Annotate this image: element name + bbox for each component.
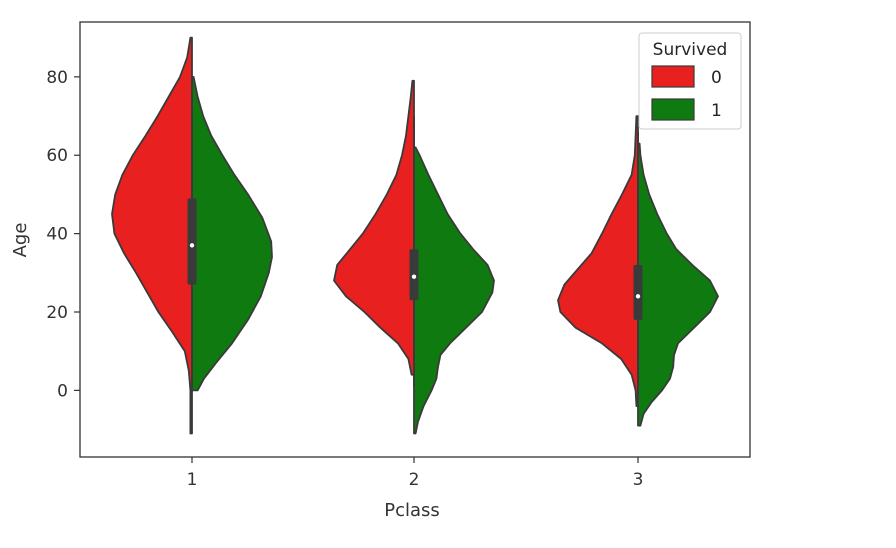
box-median-class-1 (189, 243, 195, 248)
box-median-class-2 (411, 274, 417, 279)
y-axis: 0 20 40 60 80 (46, 68, 80, 401)
x-axis: 1 2 3 (187, 457, 644, 490)
legend-label-0: 0 (711, 68, 722, 88)
violin-half-1-class-3 (637, 142, 719, 427)
y-tick-label-0: 0 (57, 381, 68, 401)
violin-half-0-class-2 (333, 79, 415, 376)
y-tick-label-40: 40 (46, 225, 68, 245)
box-layer (187, 76, 643, 387)
legend: Survived 01 (638, 32, 742, 130)
legend-swatch-0 (651, 65, 695, 88)
x-axis-title: Pclass (384, 500, 440, 521)
box-median-class-3 (635, 294, 641, 299)
x-tick-label-1: 1 (187, 470, 198, 490)
y-tick-label-80: 80 (46, 68, 68, 88)
violin-half-0-class-1 (111, 36, 193, 435)
legend-label-1: 1 (711, 101, 722, 121)
x-tick-label-3: 3 (633, 470, 644, 490)
legend-title: Survived (653, 40, 728, 60)
y-tick-label-20: 20 (46, 303, 68, 323)
violin-half-0-class-3 (557, 115, 639, 407)
legend-swatch-1 (651, 98, 695, 121)
y-axis-title: Age (10, 223, 31, 258)
violin-half-1-class-2 (413, 146, 495, 435)
legend-entries: 01 (651, 65, 722, 121)
x-tick-label-2: 2 (409, 470, 420, 490)
y-tick-label-60: 60 (46, 146, 68, 166)
plot-frame (79, 21, 751, 458)
violin-half-1-class-1 (191, 76, 273, 392)
box-iqr-class-1 (187, 198, 197, 285)
box-iqr-class-3 (633, 264, 643, 320)
violin-layer (111, 36, 719, 435)
